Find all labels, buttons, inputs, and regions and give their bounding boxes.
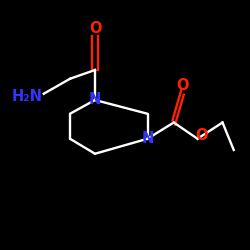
- Text: O: O: [176, 78, 189, 92]
- Text: O: O: [195, 128, 207, 142]
- Text: N: N: [89, 92, 101, 108]
- Text: O: O: [89, 21, 101, 36]
- Text: H₂N: H₂N: [12, 89, 43, 104]
- Text: N: N: [141, 131, 154, 146]
